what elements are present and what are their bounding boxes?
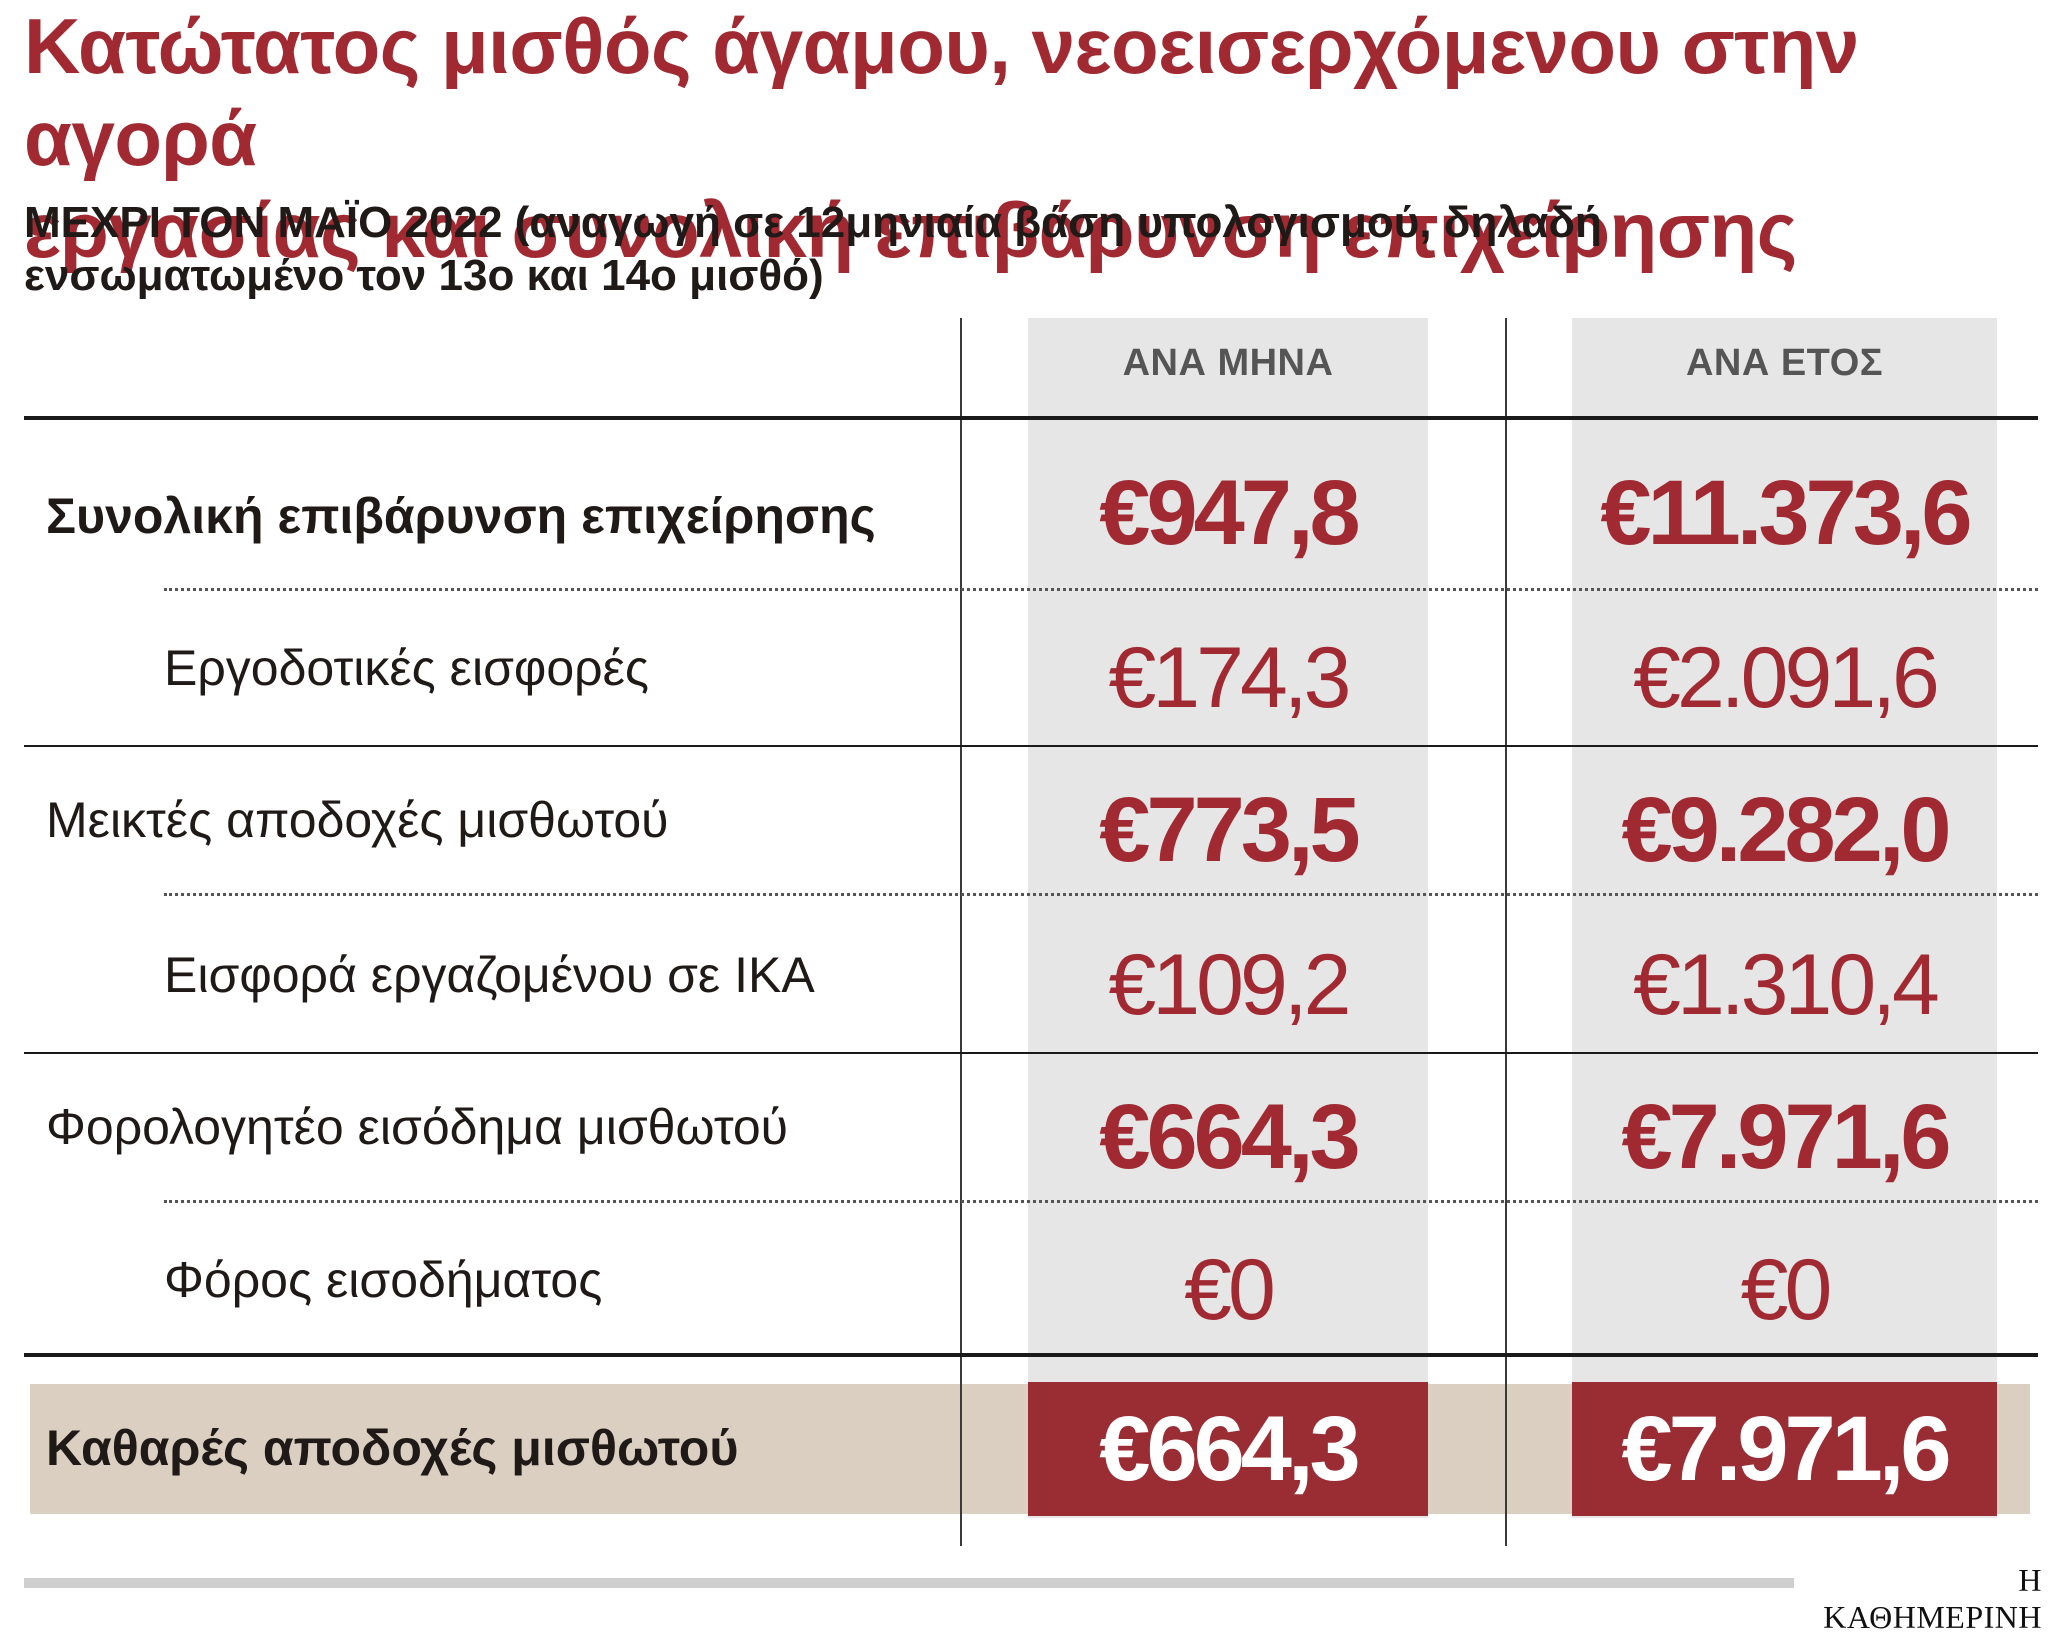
- yearly-column-background: [1572, 318, 1997, 1518]
- page-title: Κατώτατος μισθός άγαμου, νεοεισερχόμενου…: [24, 2, 1859, 274]
- value-taxable-income-yearly: €7.971,6: [1621, 1086, 1951, 1188]
- row-divider-dotted: [164, 588, 2038, 591]
- value-net-salary-yearly: €7.971,6: [1621, 1398, 1951, 1500]
- column-divider: [1505, 318, 1507, 1546]
- row-label-employer-contributions: Εργοδοτικές εισφορές: [164, 640, 649, 696]
- value-employer-contributions-yearly: €2.091,6: [1633, 630, 1940, 726]
- row-label-employee-ika-contribution: Εισφορά εργαζομένου σε ΙΚΑ: [164, 947, 815, 1003]
- value-total-cost-yearly: €11.373,6: [1600, 462, 1972, 564]
- value-income-tax-monthly: €0: [1184, 1242, 1276, 1338]
- row-divider: [24, 1052, 2038, 1054]
- net-monthly-box: [1028, 1382, 1428, 1516]
- row-label-taxable-income: Φορολογητέο εισόδημα μισθωτού: [46, 1099, 789, 1155]
- page-subtitle: ΜΕΧΡΙ ΤΟΝ ΜΑΪΟ 2022 (αναγωγή σε 12μηνιαί…: [24, 198, 1602, 300]
- column-header-yearly: ΑΝΑ ΕΤΟΣ: [1685, 342, 1884, 384]
- footer-bar: [24, 1578, 1794, 1588]
- value-employee-ika-contribution-yearly: €1.310,4: [1633, 937, 1940, 1033]
- table-bottom-rule: [24, 1353, 2038, 1357]
- net-yearly-box: [1572, 1382, 1997, 1516]
- value-employee-ika-contribution-monthly: €109,2: [1108, 937, 1351, 1033]
- row-divider-dotted: [164, 893, 2038, 896]
- row-label-total-cost: Συνολική επιβάρυνση επιχείρησης: [46, 488, 876, 544]
- monthly-column-background: [1028, 318, 1428, 1518]
- value-taxable-income-monthly: €664,3: [1099, 1086, 1360, 1188]
- row-label-net-salary: Καθαρές αποδοχές μισθωτού: [46, 1420, 739, 1476]
- value-income-tax-yearly: €0: [1740, 1242, 1833, 1338]
- value-gross-salary-yearly: €9.282,0: [1621, 779, 1951, 881]
- value-gross-salary-monthly: €773,5: [1099, 779, 1360, 881]
- value-net-salary-monthly: €664,3: [1099, 1398, 1360, 1500]
- row-divider: [24, 745, 2038, 747]
- row-label-income-tax: Φόρος εισοδήματος: [164, 1252, 603, 1308]
- column-header-monthly: ΑΝΑ ΜΗΝΑ: [1122, 342, 1334, 384]
- row-divider-dotted: [164, 1200, 2038, 1203]
- value-total-cost-monthly: €947,8: [1099, 462, 1360, 564]
- table-header-rule: [24, 416, 2038, 420]
- value-employer-contributions-monthly: €174,3: [1108, 630, 1351, 726]
- source-logo: Η ΚΑΘΗΜΕΡΙΝΗ: [1823, 1562, 2042, 1635]
- row-label-gross-salary: Μεικτές αποδοχές μισθωτού: [46, 792, 669, 848]
- column-divider: [960, 318, 962, 1546]
